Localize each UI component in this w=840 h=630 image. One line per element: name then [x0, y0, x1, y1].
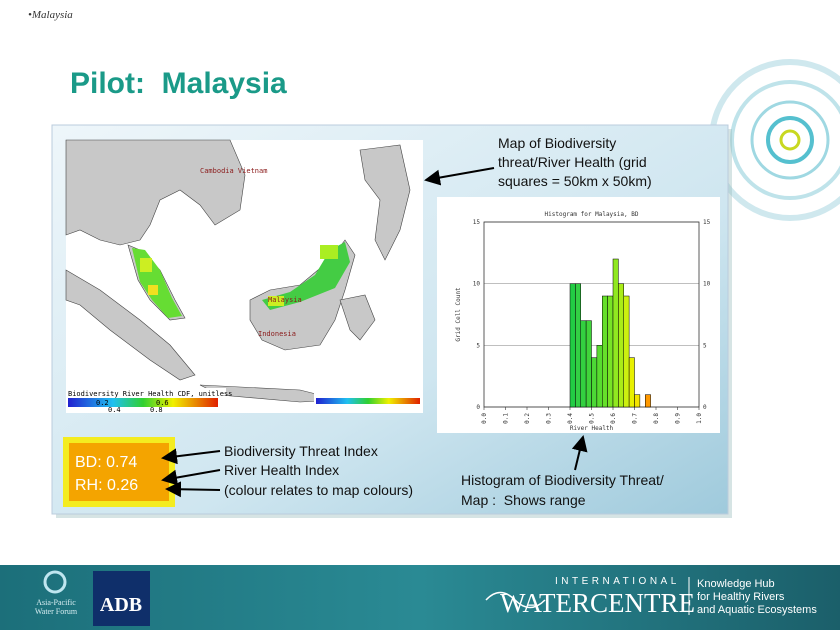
histogram-bar	[575, 283, 581, 408]
index-value: BD: 0.74	[75, 454, 137, 471]
y-tick-label: 10	[473, 281, 481, 288]
adb-name: ADB	[100, 594, 142, 616]
y-tick-label: 15	[703, 219, 711, 226]
note-line: threat/River Health (grid	[498, 154, 647, 170]
map-legend-tick: 0.2	[96, 399, 109, 407]
section-label: •Malaysia	[28, 9, 73, 21]
histogram-bar	[596, 345, 603, 408]
note-line: Map of Biodiversity	[498, 135, 616, 151]
y-tick-label: 15	[473, 219, 481, 226]
x-tick-label: 0.1	[503, 413, 510, 424]
index-note: (colour relates to map colours)	[224, 482, 413, 498]
index-box	[69, 443, 169, 501]
map-label: Cambodia Vietnam	[200, 167, 267, 175]
arrow	[571, 435, 588, 471]
x-tick-label: 0.5	[589, 413, 596, 424]
histogram-bar	[645, 394, 651, 408]
index-note: Biodiversity Threat Index	[224, 443, 378, 459]
index-value: RH: 0.26	[75, 477, 138, 494]
slide-title: Pilot: Malaysia	[70, 67, 287, 100]
histogram-bar	[569, 283, 576, 408]
histogram-note: Map : Shows range	[461, 492, 586, 508]
map-legend-title: Biodiversity River Health CDF, unitless	[68, 390, 232, 398]
histogram-note: Histogram of Biodiversity Threat/	[461, 472, 664, 488]
hub-text: for Healthy Rivers	[697, 591, 785, 603]
y-tick-label: 10	[703, 281, 711, 288]
hub-text: Knowledge Hub	[697, 578, 775, 590]
y-tick-label: 0	[703, 404, 707, 411]
x-tick-label: 0.0	[481, 413, 488, 424]
histogram-bar	[634, 394, 641, 408]
x-axis-label: River Health	[570, 425, 614, 432]
y-tick-label: 0	[476, 404, 480, 411]
arrow	[424, 167, 495, 186]
x-tick-label: 0.3	[546, 413, 553, 424]
x-tick-label: 1.0	[696, 413, 703, 424]
arrow	[161, 469, 221, 486]
histogram-bar	[628, 357, 635, 408]
histogram-title: Histogram for Malaysia, BD	[545, 211, 639, 218]
histogram-bar	[607, 295, 614, 408]
iwc-top: INTERNATIONAL	[555, 576, 680, 587]
map-label: Indonesia	[258, 330, 296, 338]
histogram: Histogram for Malaysia, BD River Health Gr…	[455, 211, 711, 432]
map-legend-tick: 0.4	[108, 406, 121, 414]
apwf-logo	[43, 570, 67, 594]
histogram-bar	[585, 320, 592, 408]
y-tick-label: 5	[703, 342, 707, 349]
x-tick-label: 0.9	[675, 413, 682, 424]
index-note: River Health Index	[224, 462, 339, 478]
histogram-bar	[602, 295, 608, 408]
adb-logo	[93, 571, 150, 626]
x-tick-label: 0.8	[653, 413, 660, 424]
apwf-name: Water Forum	[35, 607, 78, 616]
histogram-bar	[591, 357, 598, 408]
map: Cambodia Vietnam Malaysia Indonesia Biod…	[65, 139, 423, 414]
histogram-bar	[580, 320, 587, 408]
x-tick-label: 0.7	[632, 413, 639, 424]
apwf-name: Asia-Pacific	[36, 598, 76, 607]
map-note: Map of Biodiversity threat/River Health …	[498, 135, 652, 189]
iwc-wave	[485, 591, 546, 609]
note-line: squares = 50km x 50km)	[498, 173, 652, 189]
map-legend-bar	[68, 398, 218, 407]
arrow	[165, 481, 221, 498]
map-legend-tick: 0.6	[156, 399, 169, 407]
hub-text: and Aquatic Ecosystems	[697, 604, 817, 616]
histogram-bar	[623, 295, 630, 408]
y-axis-label: Grid Cell Count	[455, 287, 462, 342]
x-tick-label: 0.2	[524, 413, 531, 424]
iwc-name: WATERCENTRE	[500, 588, 695, 618]
histogram-bar	[618, 283, 624, 408]
map-legend-tick: 0.8	[150, 406, 163, 414]
x-tick-label: 0.6	[610, 413, 617, 424]
map-label: Malaysia	[268, 296, 302, 304]
x-tick-label: 0.4	[567, 413, 574, 424]
histogram-bar	[612, 258, 619, 408]
arrow	[161, 448, 221, 465]
y-tick-label: 5	[476, 342, 480, 349]
